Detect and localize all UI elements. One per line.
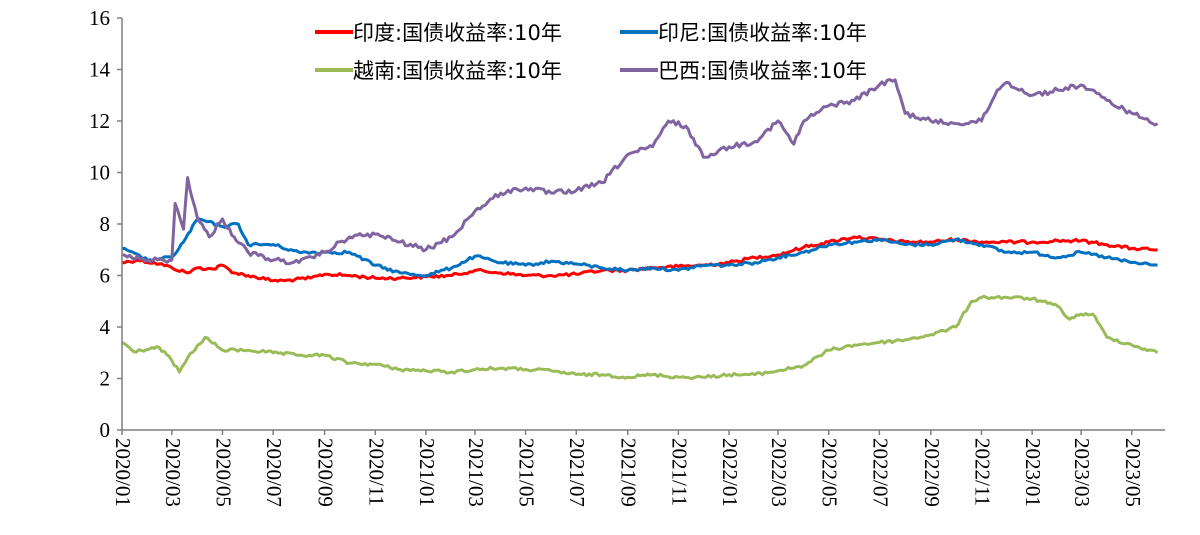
y-tick-label: 14 bbox=[89, 58, 111, 82]
x-tick-label: 2022/11 bbox=[971, 438, 995, 506]
y-tick-label: 0 bbox=[100, 418, 111, 442]
x-tick-label: 2021/01 bbox=[415, 438, 439, 507]
legend-label-2: 印尼:国债收益率:10年 bbox=[658, 21, 867, 45]
x-tick-label: 2022/01 bbox=[718, 438, 742, 507]
series-lines bbox=[121, 78, 1159, 381]
y-tick-label: 16 bbox=[89, 6, 110, 30]
x-tick-label: 2020/07 bbox=[262, 438, 286, 507]
y-axis-ticks: 0 2 4 6 8 10 12 14 16 bbox=[89, 6, 122, 442]
legend-label-3: 越南:国债收益率:10年 bbox=[353, 59, 562, 83]
y-tick-label: 6 bbox=[100, 264, 111, 288]
x-tick-label: 2022/05 bbox=[818, 438, 842, 507]
legend-label-1: 印度:国债收益率:10年 bbox=[353, 21, 562, 45]
legend-label-4: 巴西:国债收益率:10年 bbox=[658, 59, 867, 83]
x-tick-label: 2020/09 bbox=[314, 438, 338, 507]
series-line-4 bbox=[121, 78, 1159, 266]
x-tick-label: 2020/11 bbox=[364, 438, 388, 506]
series-line-2 bbox=[121, 217, 1158, 278]
y-tick-label: 4 bbox=[100, 315, 111, 339]
x-tick-label: 2023/03 bbox=[1070, 438, 1094, 507]
series-line-3 bbox=[121, 294, 1159, 381]
x-tick-label: 2020/03 bbox=[161, 438, 185, 507]
x-tick-label: 2022/09 bbox=[920, 438, 944, 507]
x-tick-label: 2022/07 bbox=[868, 438, 892, 507]
x-tick-label: 2022/03 bbox=[767, 438, 791, 507]
x-tick-label: 2021/09 bbox=[617, 438, 641, 507]
x-tick-label: 2021/07 bbox=[565, 438, 589, 507]
x-tick-label: 2023/05 bbox=[1121, 438, 1145, 507]
x-tick-label: 2021/11 bbox=[667, 438, 691, 506]
y-tick-label: 10 bbox=[89, 161, 110, 185]
x-tick-label: 2021/05 bbox=[515, 438, 539, 507]
y-tick-label: 12 bbox=[89, 109, 110, 133]
x-tick-label: 2020/01 bbox=[111, 438, 135, 507]
x-tick-label: 2021/03 bbox=[464, 438, 488, 507]
x-axis-ticks: 2020/01 2020/03 2020/05 2020/07 2020/09 2020/… bbox=[111, 430, 1145, 507]
y-tick-label: 8 bbox=[100, 212, 111, 236]
y-tick-label: 2 bbox=[100, 367, 111, 391]
x-tick-label: 2020/05 bbox=[212, 438, 236, 507]
x-tick-label: 2023/01 bbox=[1021, 438, 1045, 507]
